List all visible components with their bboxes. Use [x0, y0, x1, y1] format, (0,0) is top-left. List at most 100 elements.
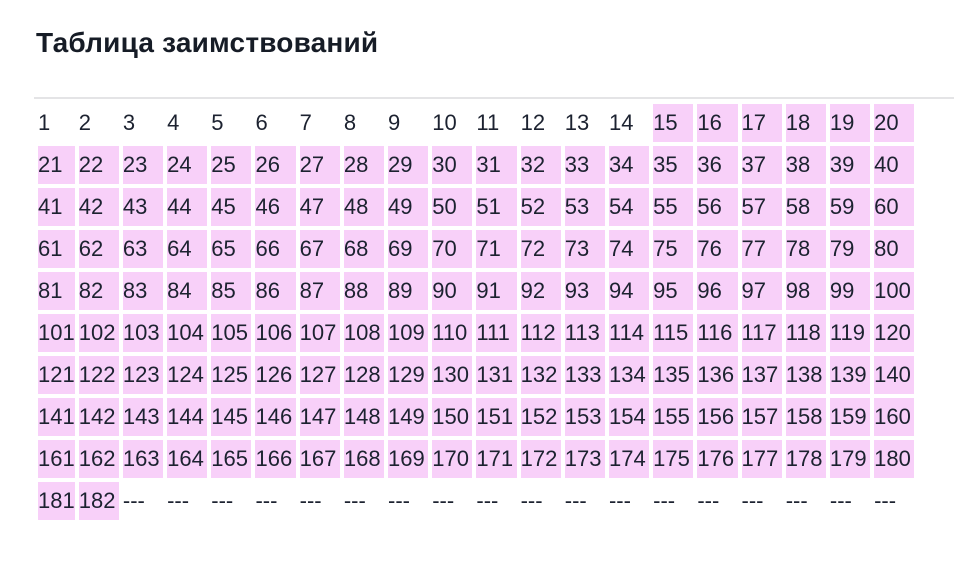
table-cell-highlighted: 182: [78, 482, 119, 520]
table-cell: ---: [122, 488, 145, 513]
table-cell: 12: [520, 110, 546, 135]
table-cell-highlighted: 171: [476, 440, 517, 478]
table-cell-highlighted: 145: [211, 398, 252, 436]
table-cell-highlighted: 131: [476, 356, 517, 394]
table-cell-highlighted: 173: [564, 440, 605, 478]
table-cell-highlighted: 155: [653, 398, 694, 436]
table-cell: ---: [343, 488, 366, 513]
table-cell-highlighted: 44: [167, 188, 208, 226]
table-cell: ---: [255, 488, 278, 513]
table-cell-highlighted: 46: [255, 188, 296, 226]
table-cell-highlighted: 41: [38, 188, 75, 226]
table-cell-highlighted: 58: [785, 188, 826, 226]
table-cell-highlighted: 133: [564, 356, 605, 394]
table-cell-highlighted: 77: [741, 230, 782, 268]
table-cell-highlighted: 156: [697, 398, 738, 436]
table-cell: 13: [564, 110, 590, 135]
table-cell-highlighted: 169: [388, 440, 429, 478]
table-cell-highlighted: 165: [211, 440, 252, 478]
borrowing-table: 1 2 3 4 5 6 7 8 9 10 11 12 13 14 15 16 17 18 19 20 21 22 23 24 2…: [34, 100, 918, 524]
table-cell-highlighted: 22: [78, 146, 119, 184]
table-cell-highlighted: 79: [829, 230, 871, 268]
table-cell-highlighted: 159: [829, 398, 871, 436]
table-cell-highlighted: 107: [299, 314, 340, 352]
table-cell-highlighted: 62: [78, 230, 119, 268]
table-cell-highlighted: 45: [211, 188, 252, 226]
table-cell-highlighted: 61: [38, 230, 75, 268]
table-cell-highlighted: 146: [255, 398, 296, 436]
table-cell-highlighted: 73: [564, 230, 605, 268]
table-cell-highlighted: 167: [299, 440, 340, 478]
table-cell-highlighted: 161: [38, 440, 75, 478]
table-cell-highlighted: 164: [167, 440, 208, 478]
table-cell-highlighted: 148: [343, 398, 385, 436]
table-cell-highlighted: 36: [697, 146, 738, 184]
table-cell-highlighted: 132: [520, 356, 561, 394]
table-cell-highlighted: 172: [520, 440, 561, 478]
table-cell-highlighted: 31: [476, 146, 517, 184]
page-title: Таблица заимствований: [36, 27, 379, 58]
table-cell-highlighted: 38: [785, 146, 826, 184]
table-cell-highlighted: 57: [741, 188, 782, 226]
table-cell-highlighted: 129: [388, 356, 429, 394]
table-cell-highlighted: 80: [874, 230, 915, 268]
table-cell-highlighted: 37: [741, 146, 782, 184]
table-row: 101 102 103 104 105 106 107 108 109 110 111 112 113 1…: [38, 314, 915, 352]
table-cell-highlighted: 71: [476, 230, 517, 268]
table-cell-highlighted: 162: [78, 440, 119, 478]
table-cell-highlighted: 127: [299, 356, 340, 394]
table-cell-highlighted: 134: [608, 356, 650, 394]
table-cell-highlighted: 149: [388, 398, 429, 436]
table-cell: 2: [78, 110, 91, 135]
table-cell-highlighted: 138: [785, 356, 826, 394]
table-cell-highlighted: 74: [608, 230, 650, 268]
table-cell-highlighted: 78: [785, 230, 826, 268]
table-cell: 7: [299, 110, 312, 135]
table-cell: ---: [299, 488, 322, 513]
table-cell-highlighted: 94: [608, 272, 650, 310]
table-cell-highlighted: 151: [476, 398, 517, 436]
table-cell-highlighted: 137: [741, 356, 782, 394]
table-cell-highlighted: 140: [874, 356, 915, 394]
table-cell-highlighted: 27: [299, 146, 340, 184]
table-cell: 6: [255, 110, 268, 135]
table-cell-highlighted: 16: [697, 104, 738, 142]
table-cell-highlighted: 157: [741, 398, 782, 436]
table-cell-highlighted: 112: [520, 314, 561, 352]
table-cell-highlighted: 64: [167, 230, 208, 268]
table-cell: 3: [122, 110, 136, 135]
table-cell-highlighted: 123: [122, 356, 164, 394]
table-cell-highlighted: 103: [122, 314, 164, 352]
table-cell-highlighted: 153: [564, 398, 605, 436]
table-cell-highlighted: 76: [697, 230, 738, 268]
table-cell: ---: [697, 488, 720, 513]
table-cell-highlighted: 113: [564, 314, 605, 352]
table-row: 161 162 163 164 165 166 167 168 169 170 171 172 173 1…: [38, 440, 915, 478]
table-cell: 1: [38, 110, 51, 135]
table-cell-highlighted: 181: [38, 482, 75, 520]
table-cell: 9: [388, 110, 401, 135]
table-cell-highlighted: 163: [122, 440, 164, 478]
table-cell-highlighted: 84: [167, 272, 208, 310]
table-cell-highlighted: 118: [785, 314, 826, 352]
table-cell-highlighted: 105: [211, 314, 252, 352]
table-cell-highlighted: 99: [829, 272, 871, 310]
table-cell-highlighted: 35: [653, 146, 694, 184]
table-row: 141 142 143 144 145 146 147 148 149 150 151 152 153 1…: [38, 398, 915, 436]
divider: [34, 97, 954, 99]
table-cell-highlighted: 92: [520, 272, 561, 310]
table-cell-highlighted: 98: [785, 272, 826, 310]
table-cell-highlighted: 68: [343, 230, 385, 268]
table-cell-highlighted: 18: [785, 104, 826, 142]
table-cell-highlighted: 70: [432, 230, 473, 268]
table-cell-highlighted: 102: [78, 314, 119, 352]
table-cell-highlighted: 20: [874, 104, 915, 142]
table-cell-highlighted: 25: [211, 146, 252, 184]
table-cell-highlighted: 26: [255, 146, 296, 184]
table-cell: ---: [211, 488, 234, 513]
table-cell-highlighted: 104: [167, 314, 208, 352]
table-cell-highlighted: 144: [167, 398, 208, 436]
table-cell-highlighted: 52: [520, 188, 561, 226]
table-cell-highlighted: 32: [520, 146, 561, 184]
table-cell-highlighted: 180: [874, 440, 915, 478]
